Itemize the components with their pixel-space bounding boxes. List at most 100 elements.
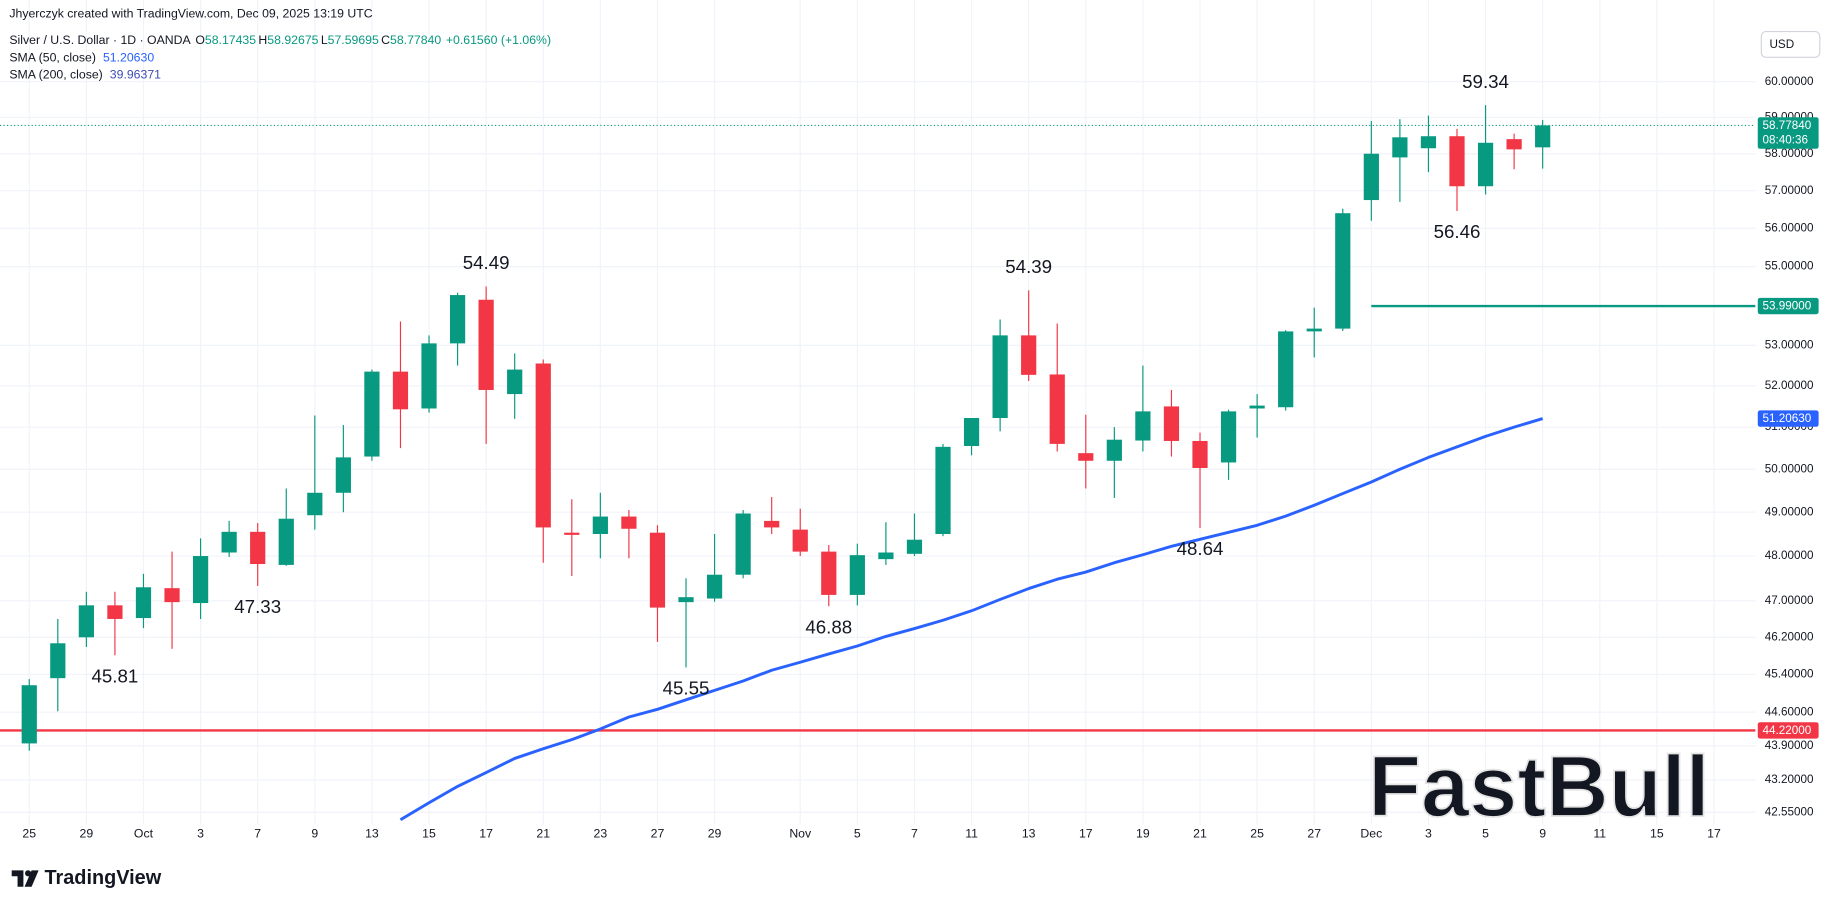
symbol-legend: Silver / U.S. Dollar · 1D · OANDA O58.174… xyxy=(9,33,551,47)
ohlc-value: 58.17435 xyxy=(205,33,256,47)
x-tick-label: 29 xyxy=(80,826,94,840)
candle-body xyxy=(1135,411,1151,441)
y-tick-label: 58.00000 xyxy=(1765,147,1814,160)
ohlc-key: O xyxy=(195,33,205,47)
candle-body xyxy=(335,457,351,493)
x-tick-label: Oct xyxy=(134,826,154,840)
logo-text: TradingView xyxy=(44,867,161,889)
candle-body xyxy=(107,605,123,619)
candle-body xyxy=(1335,213,1351,329)
candle-body xyxy=(21,685,37,744)
y-tick-label: 53.00000 xyxy=(1765,338,1814,351)
annotation: 46.88 xyxy=(805,616,852,637)
last-price-tag: 58.77840 xyxy=(1762,119,1811,132)
candle-body xyxy=(735,513,751,575)
countdown: 08:40:36 xyxy=(1762,134,1808,147)
sma-tag-bg xyxy=(1757,410,1819,427)
y-tick-label: 48.00000 xyxy=(1765,549,1814,562)
candle-body xyxy=(307,492,323,516)
candle-body xyxy=(1449,136,1465,187)
x-tick-label: 23 xyxy=(594,826,608,840)
x-tick-label: 3 xyxy=(1425,826,1432,840)
y-tick-label: 55.00000 xyxy=(1765,260,1814,273)
ohlc-value: 57.59695 xyxy=(328,33,379,47)
candle-body xyxy=(135,587,152,619)
indicator-legend: SMA (50, close) 51.20630 xyxy=(9,51,154,65)
indicator-legend: SMA (200, close) 39.96371 xyxy=(9,68,161,82)
candle-body xyxy=(535,363,551,528)
indicator-name: SMA (200, close) xyxy=(9,68,102,82)
x-tick-label: 29 xyxy=(708,826,722,840)
candle-body xyxy=(592,516,608,535)
candle-body xyxy=(1506,139,1522,150)
currency-box xyxy=(1760,31,1821,58)
candle-body xyxy=(1535,125,1551,148)
x-tick-label: Nov xyxy=(789,826,812,840)
candle-body xyxy=(421,343,437,409)
candle-body xyxy=(221,531,237,553)
ohlc-key: C xyxy=(381,33,390,47)
x-tick-label: 7 xyxy=(911,826,918,840)
y-tick-label: 56.00000 xyxy=(1765,221,1814,234)
indicator-value: 51.20630 xyxy=(103,51,154,65)
symbol-title: Silver / U.S. Dollar · 1D · OANDA xyxy=(9,33,191,47)
x-tick-label: 13 xyxy=(365,826,379,840)
candle-body xyxy=(192,556,209,604)
candle-body xyxy=(78,605,94,638)
ohlc-key: L xyxy=(321,33,328,47)
x-tick-label: 21 xyxy=(1193,826,1207,840)
candle-body xyxy=(906,539,923,554)
candle-body xyxy=(1021,335,1037,375)
y-tick-label: 50.00000 xyxy=(1765,462,1814,475)
candle-body xyxy=(678,597,694,603)
candle-body xyxy=(649,532,666,608)
x-tick-label: 7 xyxy=(254,826,261,840)
x-tick-label: 13 xyxy=(1022,826,1036,840)
candle-body xyxy=(1220,411,1237,463)
attribution: Jhyerczyk created with TradingView.com, … xyxy=(9,6,372,20)
last-price-tag-bg xyxy=(1757,117,1819,149)
header: Jhyerczyk created with TradingView.com, … xyxy=(9,6,551,81)
candle-body xyxy=(50,643,66,679)
price-axis: 60.0000059.0000058.0000057.0000056.00000… xyxy=(1757,31,1821,818)
watermark: FastBull xyxy=(1368,739,1710,835)
candle-body xyxy=(278,518,294,565)
x-tick-label: 21 xyxy=(536,826,550,840)
candle-body xyxy=(1363,153,1379,201)
annotation: 47.33 xyxy=(234,596,281,617)
plot-area xyxy=(0,105,1756,821)
x-tick-label: 5 xyxy=(854,826,861,840)
sma-line xyxy=(399,417,1544,821)
x-tick-label: 25 xyxy=(1250,826,1264,840)
candle-body xyxy=(1163,406,1180,441)
candle-body xyxy=(364,371,380,457)
y-tick-label: 43.90000 xyxy=(1765,739,1814,752)
annotation: 48.64 xyxy=(1177,538,1224,559)
candle-body xyxy=(449,295,466,344)
y-tick-label: 47.00000 xyxy=(1765,594,1814,607)
ohlc-value: 58.92675 xyxy=(267,33,318,47)
y-tick-label: 45.40000 xyxy=(1765,668,1814,681)
annotation: 45.55 xyxy=(663,678,710,699)
candle-body xyxy=(1477,142,1494,187)
candle-body xyxy=(392,371,409,410)
candle-body xyxy=(935,446,951,535)
logo-mark xyxy=(25,870,32,877)
candle-body xyxy=(1078,453,1094,461)
y-tick-label: 49.00000 xyxy=(1765,505,1814,518)
logo-mark xyxy=(24,870,39,887)
candle-body xyxy=(164,588,180,603)
hline-tag-bg xyxy=(1757,722,1819,739)
hline-tag: 53.99000 xyxy=(1762,300,1811,313)
x-tick-label: 19 xyxy=(1136,826,1150,840)
y-tick-label: 42.55000 xyxy=(1765,805,1814,818)
x-tick-label: 25 xyxy=(22,826,36,840)
x-tick-label: 15 xyxy=(1650,826,1664,840)
x-tick-label: 11 xyxy=(1593,826,1606,840)
candle-body xyxy=(878,552,894,560)
y-tick-label: 44.60000 xyxy=(1765,705,1814,718)
x-tick-label: 17 xyxy=(1079,826,1093,840)
y-tick-label: 60.00000 xyxy=(1765,75,1814,88)
